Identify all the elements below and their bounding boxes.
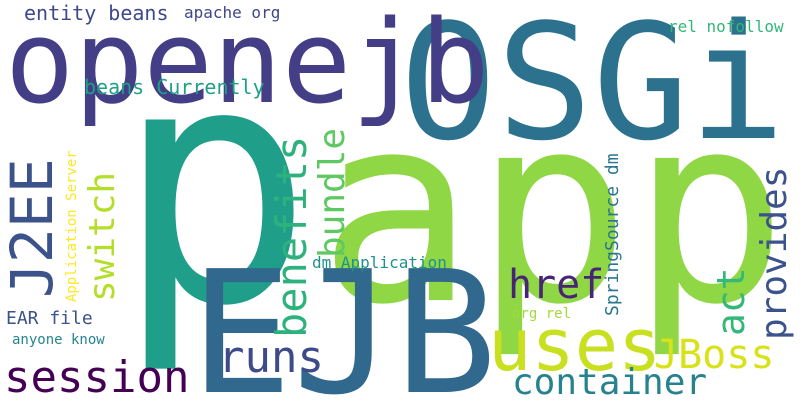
word-provides: provides — [754, 167, 795, 340]
word-uses: uses — [488, 303, 661, 387]
word-beans-currently: beans Currently — [84, 75, 265, 99]
word-app: app — [318, 60, 788, 362]
word-bundle: bundle — [312, 128, 353, 258]
word-act: act — [709, 267, 753, 336]
word-href: href — [508, 262, 604, 308]
word-benefits: benefits — [267, 136, 316, 338]
word-ear-file: EAR file — [6, 308, 93, 329]
word-jboss: JBoss — [654, 332, 774, 378]
word-runs: runs — [218, 332, 324, 383]
word-openejb: openejb — [5, 0, 490, 130]
word-apache-org: apache org — [184, 3, 280, 22]
word-rel-nofollow: rel nofollow — [668, 17, 784, 36]
word-container: container — [512, 362, 707, 400]
word-j2ee: J2EE — [0, 158, 66, 298]
word-ejb: EJB — [190, 235, 497, 400]
word-osgi: OSGi — [400, 0, 785, 176]
word-entity-beans: entity beans — [24, 1, 169, 25]
word-org-rel: org rel — [512, 306, 571, 322]
word-session: session — [4, 352, 189, 400]
word-dm-application: dm Application — [312, 253, 447, 272]
word-springsource-dm: SpringSource dm — [602, 153, 623, 316]
word-switch: switch — [82, 172, 123, 302]
word-application-server: Application Server — [64, 150, 80, 302]
word-anyone-know: anyone know — [12, 332, 105, 348]
word-p: p — [115, 0, 314, 378]
